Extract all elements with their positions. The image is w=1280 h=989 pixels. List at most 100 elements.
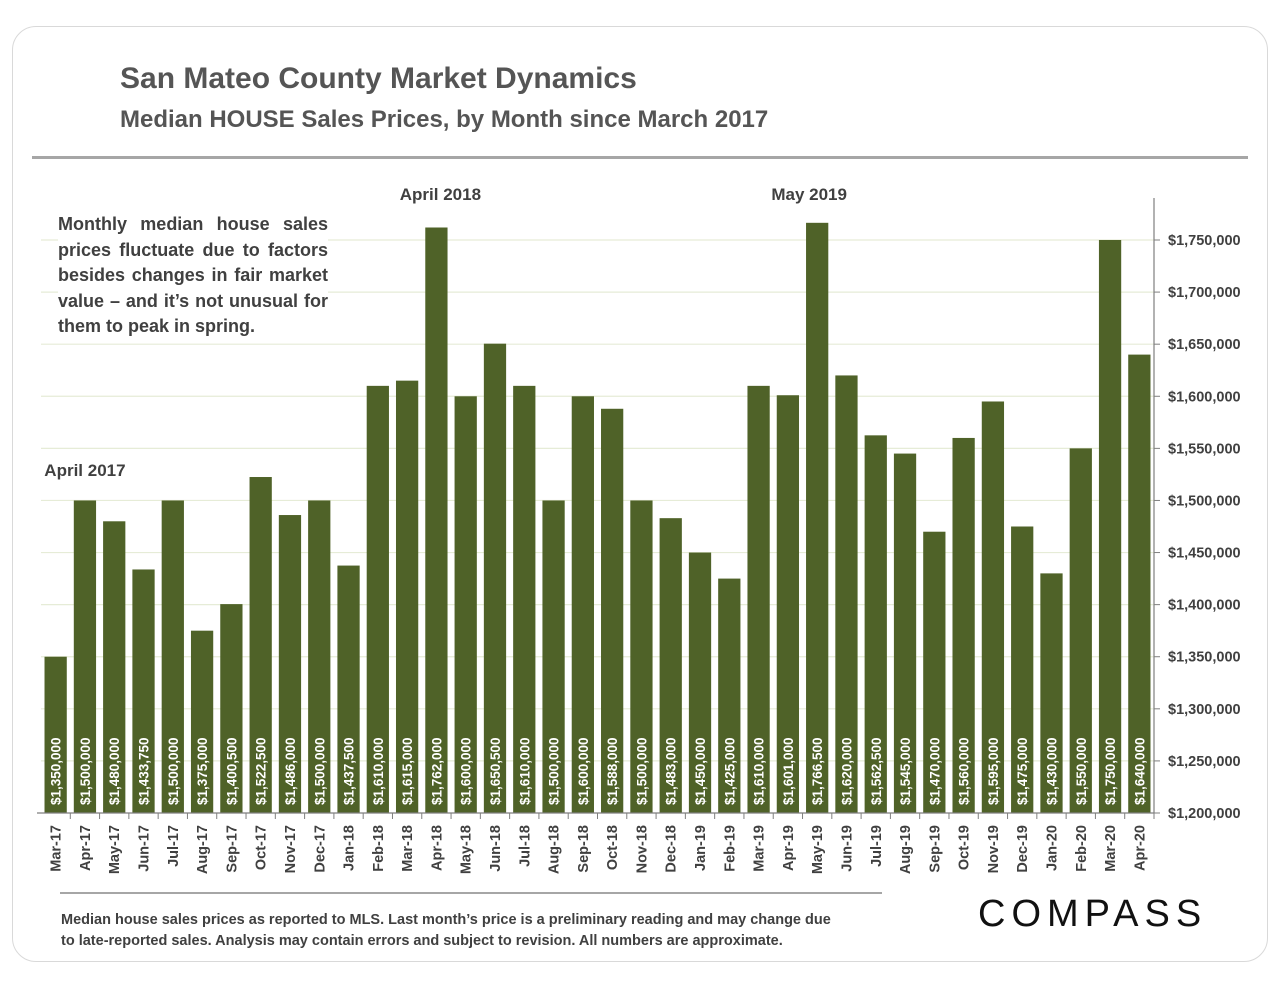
page-subtitle: Median HOUSE Sales Prices, by Month sinc… xyxy=(120,106,769,133)
x-tick-label: May-19 xyxy=(810,825,826,874)
bar xyxy=(601,408,624,813)
y-tick-label: $1,700,000 xyxy=(1168,285,1241,301)
bar xyxy=(161,500,184,813)
bar xyxy=(454,396,477,813)
y-tick-label: $1,500,000 xyxy=(1168,493,1241,509)
bar xyxy=(513,385,536,813)
bar-value-label: $1,433,750 xyxy=(137,737,152,805)
x-tick-label: Jun-17 xyxy=(137,825,153,872)
x-tick-label: Feb-20 xyxy=(1074,825,1090,872)
footnote-line-2: to late-reported sales. Analysis may con… xyxy=(61,933,783,949)
x-tick-label: Oct-19 xyxy=(957,825,973,870)
bar xyxy=(747,385,770,813)
x-tick-label: Jul-18 xyxy=(517,825,533,867)
bar xyxy=(835,375,858,813)
bar xyxy=(1098,240,1122,813)
bar xyxy=(249,477,272,813)
x-tick-label: Feb-18 xyxy=(371,825,387,872)
bar-value-label: $1,595,000 xyxy=(986,737,1001,805)
y-tick-label: $1,450,000 xyxy=(1168,546,1241,562)
x-tick-label: Sep-17 xyxy=(224,825,240,873)
bar-value-label: $1,500,000 xyxy=(547,737,562,805)
bar xyxy=(1069,448,1092,813)
x-tick-label: Jan-20 xyxy=(1044,825,1060,871)
bar xyxy=(1040,573,1063,813)
y-tick-label: $1,300,000 xyxy=(1168,702,1241,718)
bar-value-label: $1,640,000 xyxy=(1132,737,1147,805)
footnote-line-1: Median house sales prices as reported to… xyxy=(61,912,831,928)
bar-value-label: $1,350,000 xyxy=(49,737,64,805)
x-tick-label: Oct-17 xyxy=(254,825,270,870)
bar xyxy=(132,569,155,813)
x-tick-label: Jun-19 xyxy=(839,825,855,872)
x-tick-label: Aug-18 xyxy=(547,825,563,874)
bar xyxy=(659,518,682,813)
bar-value-label: $1,620,000 xyxy=(839,737,854,805)
bar xyxy=(952,437,975,813)
bar-value-label: $1,522,500 xyxy=(254,737,269,805)
bar xyxy=(571,396,594,813)
footnote-divider xyxy=(60,892,882,894)
bar xyxy=(806,222,829,813)
bar-value-label: $1,430,000 xyxy=(1044,737,1059,805)
bar xyxy=(688,552,712,813)
bar-value-label: $1,560,000 xyxy=(957,737,972,805)
bar-value-label: $1,500,000 xyxy=(78,737,93,805)
bar-value-label: $1,375,000 xyxy=(195,737,210,805)
bar-value-label: $1,762,000 xyxy=(429,737,444,805)
x-tick-label: Jan-18 xyxy=(342,825,358,871)
bar-value-label: $1,470,000 xyxy=(927,737,942,805)
x-tick-label: Mar-20 xyxy=(1103,825,1119,872)
x-tick-label: Dec-17 xyxy=(312,825,328,873)
y-tick-label: $1,550,000 xyxy=(1168,441,1241,457)
bar xyxy=(366,385,389,813)
bar-value-label: $1,475,000 xyxy=(1015,737,1030,805)
bar xyxy=(103,521,126,813)
bar-value-label: $1,766,500 xyxy=(810,737,825,805)
bar-value-label: $1,610,000 xyxy=(517,737,532,805)
x-tick-label: May-18 xyxy=(459,825,475,874)
x-tick-label: Mar-17 xyxy=(49,825,65,872)
x-tick-label: Oct-18 xyxy=(605,825,621,870)
x-tick-label: May-17 xyxy=(107,825,123,874)
bar xyxy=(278,515,302,813)
bar xyxy=(190,630,214,813)
bar-value-label: $1,425,000 xyxy=(722,737,737,805)
bar-value-label: $1,500,000 xyxy=(312,737,327,805)
chart-annotation: April 2017 xyxy=(44,461,125,480)
x-tick-label: Mar-19 xyxy=(752,825,768,872)
bar-value-label: $1,400,500 xyxy=(224,737,239,805)
bar-value-label: $1,750,000 xyxy=(1103,737,1118,805)
bar-value-label: $1,483,000 xyxy=(664,737,679,805)
bar xyxy=(395,380,419,813)
y-tick-label: $1,750,000 xyxy=(1168,233,1241,249)
y-tick-label: $1,350,000 xyxy=(1168,650,1241,666)
bar xyxy=(776,395,800,813)
bar-value-label: $1,437,500 xyxy=(342,737,357,805)
bar xyxy=(542,500,565,813)
x-tick-label: Aug-17 xyxy=(195,825,211,874)
x-tick-label: Apr-19 xyxy=(781,825,797,871)
bar-value-label: $1,545,000 xyxy=(898,737,913,805)
x-tick-label: Aug-19 xyxy=(898,825,914,874)
bar-value-label: $1,600,000 xyxy=(459,737,474,805)
bar-value-label: $1,486,000 xyxy=(283,737,298,805)
x-tick-label: Nov-18 xyxy=(634,825,650,873)
x-tick-label: Feb-19 xyxy=(722,825,738,872)
page-title: San Mateo County Market Dynamics xyxy=(120,62,637,95)
chart-annotation: April 2018 xyxy=(400,185,481,204)
bar xyxy=(308,500,331,813)
bar-value-label: $1,650,500 xyxy=(488,737,503,805)
bar-value-label: $1,562,500 xyxy=(869,737,884,805)
x-tick-label: Dec-19 xyxy=(1015,825,1031,873)
bar-value-label: $1,601,000 xyxy=(781,737,796,805)
x-tick-label: Jun-18 xyxy=(488,825,504,872)
bar-value-label: $1,500,000 xyxy=(634,737,649,805)
bar xyxy=(1011,526,1034,813)
bar-value-label: $1,615,000 xyxy=(400,737,415,805)
footnote: Median house sales prices as reported to… xyxy=(61,910,901,952)
x-tick-label: Sep-19 xyxy=(927,825,943,873)
y-tick-label: $1,400,000 xyxy=(1168,598,1241,614)
bar xyxy=(864,435,887,813)
